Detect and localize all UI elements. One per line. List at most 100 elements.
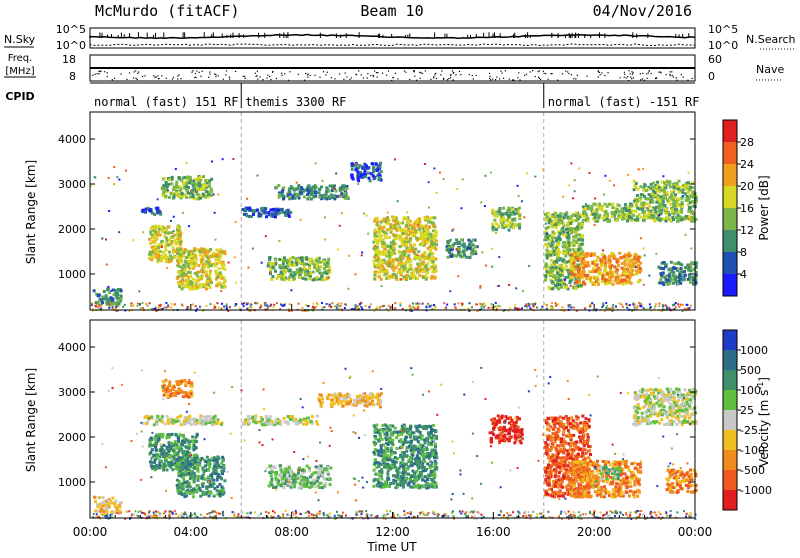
data-cell (202, 193, 205, 196)
sparse-cell (574, 190, 576, 192)
data-cell (584, 274, 587, 277)
data-cell (316, 264, 319, 267)
scatter-cell (655, 514, 657, 516)
data-cell (563, 241, 566, 244)
data-cell (177, 262, 180, 265)
data-cell (196, 187, 199, 190)
nave-dot (267, 75, 268, 76)
scatter-cell (219, 513, 221, 515)
data-cell (435, 239, 438, 242)
data-cell (435, 269, 438, 272)
scatter-cell (468, 302, 470, 304)
data-cell (309, 187, 312, 190)
nave-dot (172, 78, 173, 79)
scatter-cell (659, 513, 661, 515)
data-cell (223, 250, 226, 253)
data-cell (380, 170, 383, 173)
sparse-cell (450, 239, 452, 241)
data-cell (393, 246, 396, 249)
data-cell (246, 207, 249, 210)
data-cell (179, 280, 182, 283)
data-cell (407, 260, 410, 263)
data-cell (178, 234, 181, 237)
data-cell (451, 246, 454, 249)
nave-dot (502, 72, 503, 73)
data-cell (185, 196, 188, 199)
data-cell (570, 266, 573, 269)
data-cell (173, 186, 176, 189)
scatter-cell (524, 511, 526, 513)
data-cell (278, 194, 281, 197)
data-cell (637, 280, 640, 283)
sparse-cell (594, 224, 596, 226)
data-cell (569, 276, 572, 279)
scatter-cell (165, 302, 167, 304)
scatter-cell (131, 514, 133, 516)
data-cell (633, 188, 636, 191)
data-cell (432, 257, 435, 260)
data-cell (158, 243, 161, 246)
data-cell (434, 248, 437, 251)
data-cell (670, 203, 673, 206)
data-cell (313, 266, 316, 269)
scatter-cell (499, 306, 501, 308)
nave-dot (624, 72, 625, 73)
scatter-cell (174, 303, 176, 305)
data-cell (299, 276, 302, 279)
nave-dot (135, 78, 136, 79)
scatter-cell (560, 511, 562, 513)
nave-dot (450, 77, 451, 78)
scatter-cell (528, 514, 530, 516)
scatter-cell (91, 303, 93, 305)
sparse-cell (262, 210, 264, 212)
data-cell (684, 192, 687, 195)
data-cell (582, 257, 585, 260)
data-cell (306, 193, 309, 196)
data-cell (684, 274, 687, 277)
scatter-cell (487, 307, 489, 309)
sparse-cell (640, 237, 642, 239)
data-cell (615, 219, 618, 222)
scatter-cell (495, 302, 497, 304)
scatter-cell (446, 304, 448, 306)
sparse-cell (417, 224, 419, 226)
data-cell (654, 220, 657, 223)
nave-dot (450, 75, 451, 76)
data-cell (315, 259, 318, 262)
data-cell (378, 236, 381, 239)
sparse-cell (191, 191, 193, 193)
data-cell (392, 259, 395, 262)
data-cell (617, 264, 620, 267)
scatter-cell (214, 306, 216, 308)
sparse-cell (627, 174, 629, 176)
scatter-cell (96, 513, 98, 515)
scatter-cell (690, 514, 692, 516)
scatter-cell (329, 513, 331, 515)
data-cell (397, 235, 400, 238)
scatter-cell (209, 516, 211, 518)
scatter-cell (323, 512, 325, 514)
data-cell (426, 241, 429, 244)
data-cell (394, 237, 397, 240)
nave-dot (196, 70, 197, 71)
data-cell (491, 226, 494, 229)
scatter-cell (93, 513, 95, 515)
sparse-cell (570, 285, 572, 287)
data-cell (650, 183, 653, 186)
data-cell (687, 278, 690, 281)
data-cell (609, 281, 612, 284)
data-cell (657, 266, 660, 269)
scatter-cell (282, 515, 284, 517)
data-cell (343, 195, 346, 198)
data-cell (581, 243, 584, 246)
data-cell (117, 299, 120, 302)
data-cell (462, 249, 465, 252)
nave-dot (420, 72, 421, 73)
scatter-cell (411, 307, 413, 309)
data-cell (680, 218, 683, 221)
nave-dot (409, 79, 410, 80)
data-cell (378, 232, 381, 235)
sparse-cell (324, 238, 326, 240)
data-cell (672, 271, 675, 274)
data-cell (429, 233, 432, 236)
